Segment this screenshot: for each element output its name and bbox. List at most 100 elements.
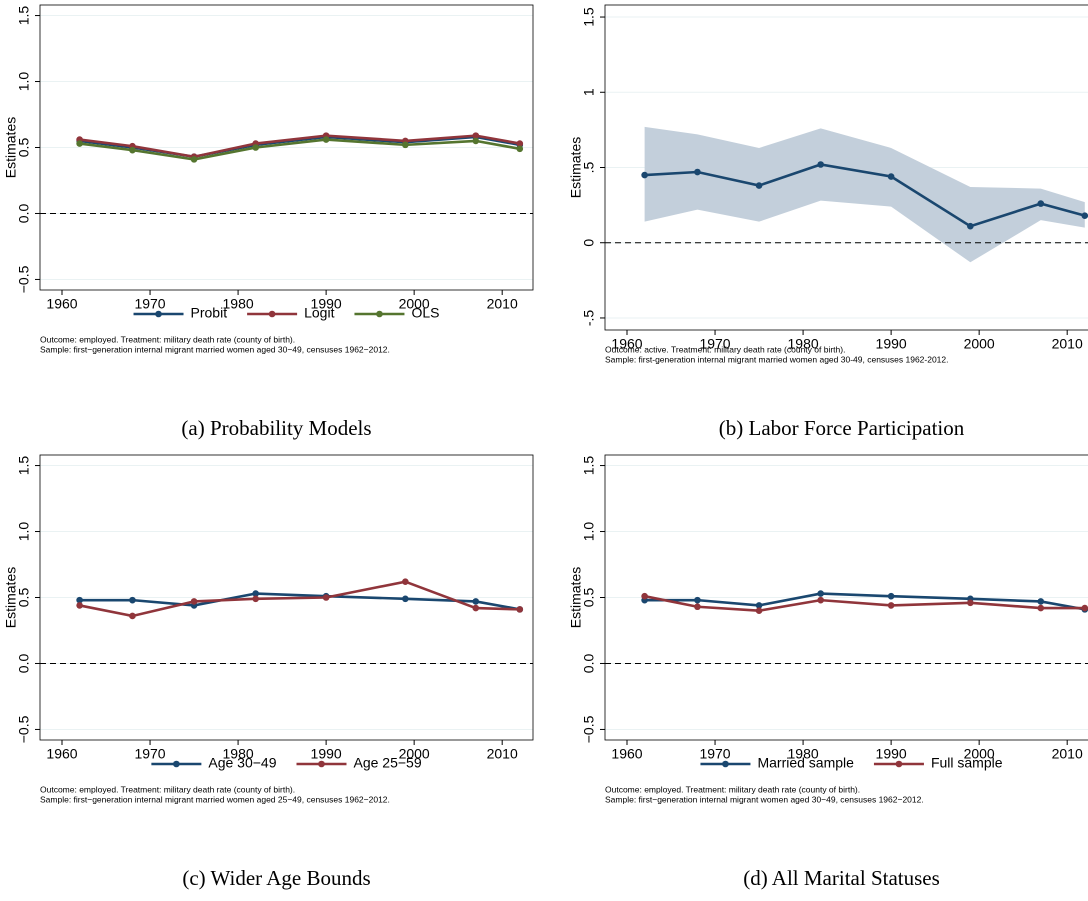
caption: (d) All Marital Statuses — [743, 866, 940, 890]
series-point — [967, 222, 974, 230]
y-tick-label: −0.5 — [581, 715, 597, 743]
legend-item: Age 25−59 — [296, 755, 422, 771]
note: Outcome: employed. Treatment: military d… — [40, 334, 295, 344]
legend-marker — [895, 760, 903, 768]
panel: −0.5 0.0 0.5 1.0 1.5 1960 1970 1980 1990 2000 2010… — [568, 454, 1088, 890]
series-point — [887, 602, 895, 609]
y-tick-label: 1.0 — [581, 522, 597, 542]
x-tick-label: 1990 — [876, 336, 907, 352]
legend: Married sample Full sample — [700, 755, 1003, 771]
y-tick-label: 0.5 — [16, 588, 32, 608]
legend: Age 30−49 Age 25−59 — [151, 755, 422, 771]
plot-frame — [39, 454, 534, 741]
legend-item: Age 30−49 — [151, 755, 277, 771]
legend: Probit Logit OLS — [133, 305, 439, 321]
x-tick-label: 1970 — [699, 336, 730, 352]
x-tick-label: 1970 — [134, 296, 165, 312]
series-point — [190, 598, 198, 605]
x-tick-label: 2000 — [964, 746, 995, 762]
series-point — [817, 590, 824, 597]
x-tick-label: 1980 — [788, 746, 819, 762]
x-tick-label: 1980 — [788, 336, 819, 352]
x-tick-label: 1970 — [134, 746, 165, 762]
panel: −0.5 0.0 0.5 1.0 1.5 1960 1970 1980 1990 2000 2010… — [3, 454, 534, 890]
series-point — [472, 137, 480, 145]
series-point — [1037, 598, 1045, 605]
series-point — [190, 156, 198, 163]
series-point — [887, 592, 895, 600]
series-line — [644, 594, 1085, 613]
y-tick-label: 1.5 — [16, 456, 32, 476]
series-point — [472, 132, 480, 139]
caption: (b) Labor Force Participation — [719, 416, 965, 440]
legend-label: Age 25−59 — [354, 755, 422, 771]
series-line — [79, 580, 520, 618]
y-axis-title: Estimates — [568, 567, 584, 628]
series-point — [129, 596, 136, 604]
x-tick-label: 1990 — [311, 746, 342, 762]
legend-item: Probit — [133, 305, 227, 321]
series-point — [755, 182, 763, 189]
series-point — [755, 607, 763, 614]
y-tick-label: −0.5 — [16, 715, 32, 743]
series-point — [322, 136, 330, 143]
y-tick-label: -.5 — [581, 310, 597, 327]
series-point — [76, 602, 83, 609]
legend-label: Full sample — [931, 755, 1003, 771]
x-tick-label: 2010 — [487, 746, 518, 762]
x-tick-label: 1980 — [223, 746, 254, 762]
series-point — [516, 606, 524, 613]
y-tick-label: 0.5 — [16, 138, 32, 158]
series-point — [129, 146, 136, 154]
series-point — [516, 140, 524, 147]
series-point — [322, 594, 330, 601]
legend-item: OLS — [354, 305, 439, 321]
series-point — [1081, 212, 1088, 219]
series-point — [641, 592, 648, 600]
y-tick-label: 1.5 — [16, 6, 32, 26]
legend-marker — [318, 760, 325, 768]
x-tick-label: 1960 — [46, 296, 77, 312]
x-tick-label: 2000 — [964, 336, 995, 352]
y-tick-label: 1.5 — [581, 456, 597, 476]
series-point — [817, 161, 824, 168]
legend-label: Logit — [304, 305, 334, 321]
note: Sample: first−generation internal migran… — [40, 794, 390, 804]
y-axis-title: Estimates — [568, 137, 584, 198]
x-tick-label: 2010 — [1052, 336, 1083, 352]
series-line — [79, 134, 521, 159]
y-tick-label: 0.0 — [16, 654, 32, 674]
confidence-band — [644, 126, 1085, 263]
note: Outcome: employed. Treatment: military d… — [40, 784, 295, 794]
x-tick-label: 2000 — [399, 296, 430, 312]
legend-marker — [155, 310, 162, 318]
note: Outcome: active. Treatment: military dea… — [605, 344, 845, 354]
caption: (c) Wider Age Bounds — [182, 866, 370, 890]
series-point — [694, 168, 701, 176]
series-point — [1037, 604, 1045, 612]
series-point — [76, 140, 83, 147]
series-point — [129, 612, 136, 620]
x-tick-label: 2010 — [487, 296, 518, 312]
series-point — [755, 602, 763, 609]
series-point — [817, 596, 824, 604]
series-point — [252, 590, 259, 597]
plot-frame — [604, 454, 1088, 741]
caption: (a) Probability Models — [181, 416, 371, 440]
y-axis-title: Estimates — [3, 567, 19, 628]
note: Sample: first−generation internal migran… — [605, 794, 924, 804]
x-tick-label: 2010 — [1052, 746, 1083, 762]
y-tick-label: 1 — [581, 88, 597, 96]
x-tick-label: 1960 — [611, 746, 642, 762]
legend-marker — [268, 310, 276, 318]
series-line — [644, 592, 1086, 611]
legend-label: Married sample — [757, 755, 854, 771]
legend-marker — [722, 760, 729, 768]
series-line — [79, 135, 521, 159]
x-tick-label: 2000 — [399, 746, 430, 762]
plot-frame — [39, 4, 534, 291]
series-point — [1037, 200, 1045, 207]
y-tick-label: −0.5 — [16, 265, 32, 293]
series-point — [694, 603, 701, 611]
